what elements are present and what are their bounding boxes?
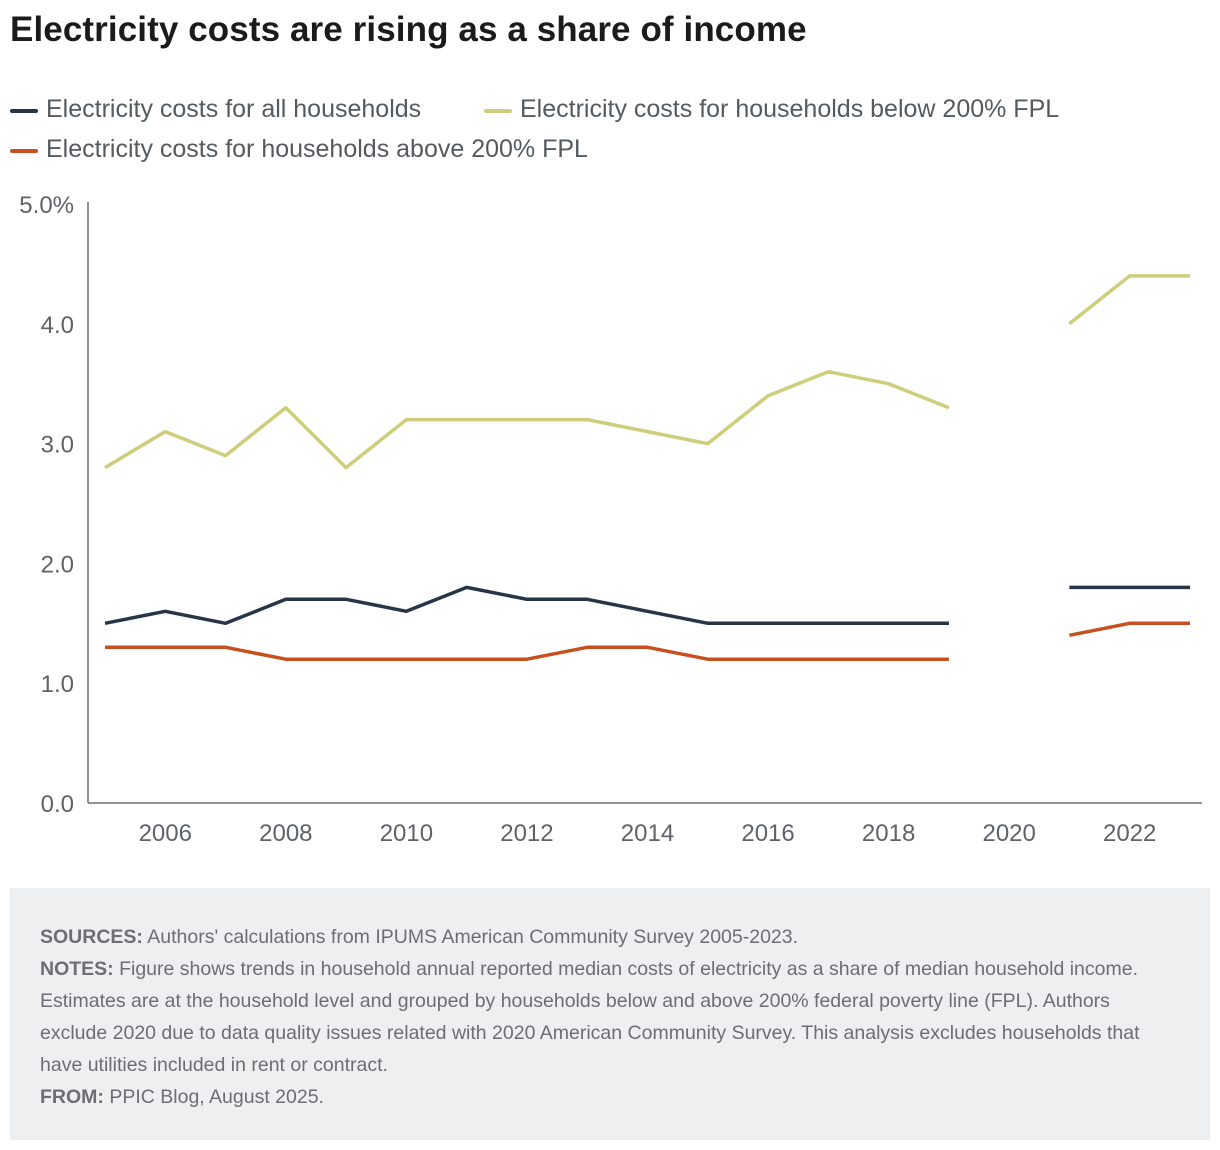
sources-text: Authors' calculations from IPUMS America… — [142, 926, 799, 948]
line-chart: 0.0 1.0 2.0 3.0 4.0 5.0% 2006 2008 2010 2012 2014… — [19, 192, 1202, 847]
series-line-2 — [105, 645, 949, 661]
x-tick-label: 2018 — [862, 820, 915, 847]
from-line: FROM: PPIC Blog, August 2025. — [40, 1081, 1180, 1113]
x-tick-label: 2014 — [621, 820, 674, 847]
legend-swatch-below-200-fpl — [484, 108, 512, 113]
y-tick-label: 2.0 — [41, 551, 74, 578]
legend-item-all-households: Electricity costs for all households — [10, 94, 421, 124]
x-tick-label: 2008 — [259, 820, 312, 847]
from-label: FROM: — [40, 1086, 104, 1108]
x-tick-label: 2012 — [500, 820, 553, 847]
y-tick-label: 4.0 — [41, 312, 74, 339]
legend-swatch-above-200-fpl — [10, 148, 38, 153]
chart-axes — [87, 202, 1202, 804]
x-axis-ticks: 2006 2008 2010 2012 2014 2016 2018 2020 2022 — [139, 820, 1157, 847]
chart-series — [104, 274, 1190, 661]
sources-label: SOURCES: — [40, 926, 143, 948]
legend-swatch-all-households — [10, 108, 38, 113]
series-line-2 — [1069, 621, 1190, 638]
legend-label-all-households: Electricity costs for all households — [46, 94, 422, 123]
series-line-1 — [104, 369, 950, 470]
y-tick-label: 1.0 — [41, 671, 74, 698]
notes-label: NOTES: — [40, 958, 114, 980]
chart-title: Electricity costs are rising as a share … — [10, 10, 807, 49]
x-tick-label: 2010 — [380, 820, 433, 847]
y-tick-label: 0.0 — [41, 791, 74, 818]
notes-line: NOTES: Figure shows trends in household … — [40, 953, 1180, 1081]
legend-label-above-200-fpl: Electricity costs for households above 2… — [46, 134, 588, 163]
series-line-0 — [104, 585, 949, 626]
x-tick-label: 2022 — [1103, 820, 1156, 847]
legend-item-above-200-fpl: Electricity costs for households above 2… — [10, 134, 588, 164]
x-tick-label: 2006 — [139, 820, 192, 847]
series-line-1 — [1068, 274, 1190, 326]
from-text: PPIC Blog, August 2025. — [103, 1086, 324, 1108]
legend-label-below-200-fpl: Electricity costs for households below 2… — [520, 94, 1060, 123]
notes-box: SOURCES: Authors' calculations from IPUM… — [10, 888, 1210, 1140]
sources-line: SOURCES: Authors' calculations from IPUM… — [40, 921, 1180, 953]
x-tick-label: 2020 — [982, 820, 1035, 847]
y-tick-label: 3.0 — [41, 432, 74, 459]
y-axis-ticks: 0.0 1.0 2.0 3.0 4.0 5.0% — [19, 192, 74, 818]
y-tick-label: 5.0% — [19, 192, 74, 219]
notes-text: Figure shows trends in household annual … — [40, 958, 1140, 1076]
x-tick-label: 2016 — [741, 820, 794, 847]
legend-item-below-200-fpl: Electricity costs for households below 2… — [484, 94, 1059, 124]
